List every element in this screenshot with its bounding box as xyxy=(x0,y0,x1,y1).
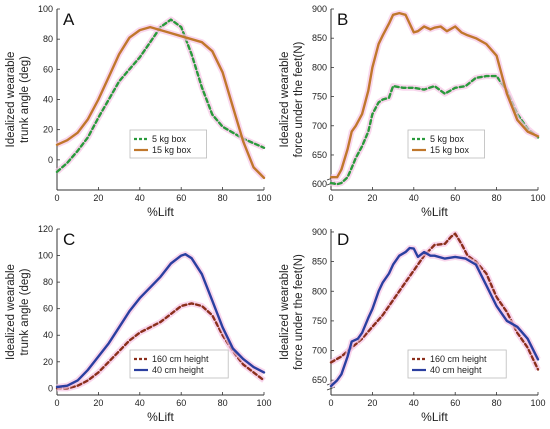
panel-b-y-tick-label: 700 xyxy=(312,121,327,131)
panel-c-x-tick-label: 20 xyxy=(93,398,103,408)
panel-c-x-tick-label: 0 xyxy=(54,398,59,408)
panel-d-y-axis-label: Idealized wearable force under the feet(N… xyxy=(279,254,305,370)
panel-d-y-tick-label: 900 xyxy=(312,227,327,237)
panel-b-legend-label-0: 5 kg box xyxy=(430,134,465,144)
panel-c-y-axis-label-line: Idealized wearable xyxy=(5,264,17,360)
panel-c: 0 20 40 60 80 100 0 20 40 60 80 100 120 %Lift Idealize… xyxy=(5,224,272,424)
panel-a-letter: A xyxy=(63,10,75,29)
panel-c-x-tick-label: 60 xyxy=(176,398,186,408)
panel-b-letter: B xyxy=(337,10,348,29)
panel-a-series-1-line xyxy=(55,25,266,180)
panel-c-letter: C xyxy=(63,230,75,249)
panel-c-x-tick-label: 80 xyxy=(218,398,228,408)
panel-b-x-tick-label: 80 xyxy=(492,193,502,203)
panel-b-y-axis-label-line: Idealized wearable xyxy=(279,52,291,148)
panel-a-y-tick-label: 100 xyxy=(38,4,53,14)
panel-d-y-tick-label: 650 xyxy=(312,375,327,385)
panel-a-x-tick-label: 60 xyxy=(176,193,186,203)
panel-a-y-tick-label: 20 xyxy=(43,125,53,135)
panel-d-y-tick-label: 700 xyxy=(312,346,327,356)
panel-a-x-tick-label: 20 xyxy=(93,193,103,203)
panel-b-x-tick-label: 40 xyxy=(409,193,419,203)
panel-a-legend-label-1: 15 kg box xyxy=(152,145,192,155)
panel-c-x-axis-label: %Lift xyxy=(147,410,174,424)
panel-a-legend-label-0: 5 kg box xyxy=(152,134,187,144)
panel-d-y-axis-label-line: force under the feet(N) xyxy=(293,254,305,370)
panel-b-y-tick-label: 650 xyxy=(312,150,327,160)
panel-b-y-tick-label: 750 xyxy=(312,92,327,102)
panel-a: 0 20 40 60 80 100 0 20 40 60 80 100 %Lift Idealized w… xyxy=(5,4,272,219)
panel-b-legend-box xyxy=(407,129,485,159)
panel-a-x-tick-label: 0 xyxy=(54,193,59,203)
panel-d-y-tick-label: 750 xyxy=(312,316,327,326)
panel-a-x-axis-label: %Lift xyxy=(147,205,174,219)
panel-b-series-1-line xyxy=(329,11,540,179)
panel-b-y-tick-label: 900 xyxy=(312,4,327,14)
panel-d-series-1-line xyxy=(329,246,540,388)
panel-a-legend-box xyxy=(129,129,207,159)
panel-b-x-tick-label: 60 xyxy=(450,193,460,203)
panel-b: 0 20 40 60 80 100 600 650 700 750 800 850 900 %Lift Id… xyxy=(279,4,546,219)
panel-a-y-tick-label: 80 xyxy=(43,34,53,44)
panel-d-series-0-line xyxy=(329,232,540,371)
panel-c-x-tick-label: 40 xyxy=(135,398,145,408)
panel-c-legend-label-0: 160 cm height xyxy=(152,354,209,364)
panel-b-x-axis-label: %Lift xyxy=(421,205,448,219)
panel-b-y-tick-label: 850 xyxy=(312,33,327,43)
panel-c-y-tick-label: 100 xyxy=(38,251,53,261)
panel-c-legend-label-1: 40 cm height xyxy=(152,365,204,375)
panel-a-x-tick-label: 80 xyxy=(218,193,228,203)
panel-d: 0 20 40 60 80 100 650 700 750 800 850 900 %Lift Ideal… xyxy=(279,227,546,424)
panel-d-x-tick-label: 80 xyxy=(492,398,502,408)
panel-c-y-tick-label: 60 xyxy=(43,304,53,314)
panel-d-x-tick-label: 100 xyxy=(530,398,545,408)
panel-d-y-tick-label: 850 xyxy=(312,257,327,267)
panel-a-y-tick-label: 60 xyxy=(43,64,53,74)
panel-a-y-axis-label-line: Idealized wearable xyxy=(5,52,17,148)
panel-c-y-tick-label: 20 xyxy=(43,357,53,367)
panel-a-y-tick-label: 0 xyxy=(48,155,53,165)
panel-b-y-tick-label: 800 xyxy=(312,62,327,72)
panel-b-y-tick-label: 600 xyxy=(312,179,327,189)
panel-b-legend-label-1: 15 kg box xyxy=(430,145,470,155)
panel-c-y-tick-label: 120 xyxy=(38,224,53,234)
panel-b-x-tick-label: 100 xyxy=(530,193,545,203)
panel-d-x-tick-label: 60 xyxy=(450,398,460,408)
panel-b-x-tick-label: 0 xyxy=(328,193,333,203)
panel-b-y-axis-label-line: force under the feet(N) xyxy=(293,41,305,157)
panel-a-y-tick-label: 40 xyxy=(43,95,53,105)
panel-a-x-tick-label: 40 xyxy=(135,193,145,203)
panel-c-legend-box xyxy=(129,349,229,379)
panel-c-y-tick-label: 80 xyxy=(43,277,53,287)
panel-d-x-tick-label: 0 xyxy=(328,398,333,408)
panel-c-y-tick-label: 40 xyxy=(43,330,53,340)
panel-a-y-axis-label: Idealized wearable trunk angle (deg) xyxy=(5,52,31,148)
panel-a-x-tick-label: 100 xyxy=(256,193,271,203)
panel-c-series-1-line xyxy=(55,252,266,389)
panel-d-legend-box xyxy=(407,349,507,379)
panel-d-legend-label-1: 40 cm height xyxy=(430,365,482,375)
panel-c-y-axis-label: Idealized wearable trunk angle (deg) xyxy=(5,264,31,360)
panel-d-x-tick-label: 20 xyxy=(367,398,377,408)
panel-d-x-axis-label: %Lift xyxy=(421,410,448,424)
panel-d-y-axis-label-line: Idealized wearable xyxy=(279,264,291,360)
panel-a-y-axis-label-line: trunk angle (deg) xyxy=(19,56,31,143)
panel-d-x-tick-label: 40 xyxy=(409,398,419,408)
panel-d-y-tick-label: 800 xyxy=(312,286,327,296)
panel-c-x-tick-label: 100 xyxy=(256,398,271,408)
panel-b-series-0-line xyxy=(329,74,540,186)
panel-d-legend-label-0: 160 cm height xyxy=(430,354,487,364)
panel-c-y-tick-label: 0 xyxy=(48,383,53,393)
panel-b-y-axis-label: Idealized wearable force under the feet(N… xyxy=(279,41,305,157)
panel-d-letter: D xyxy=(337,230,349,249)
panel-b-x-tick-label: 20 xyxy=(367,193,377,203)
panel-c-y-axis-label-line: trunk angle (deg) xyxy=(19,268,31,355)
